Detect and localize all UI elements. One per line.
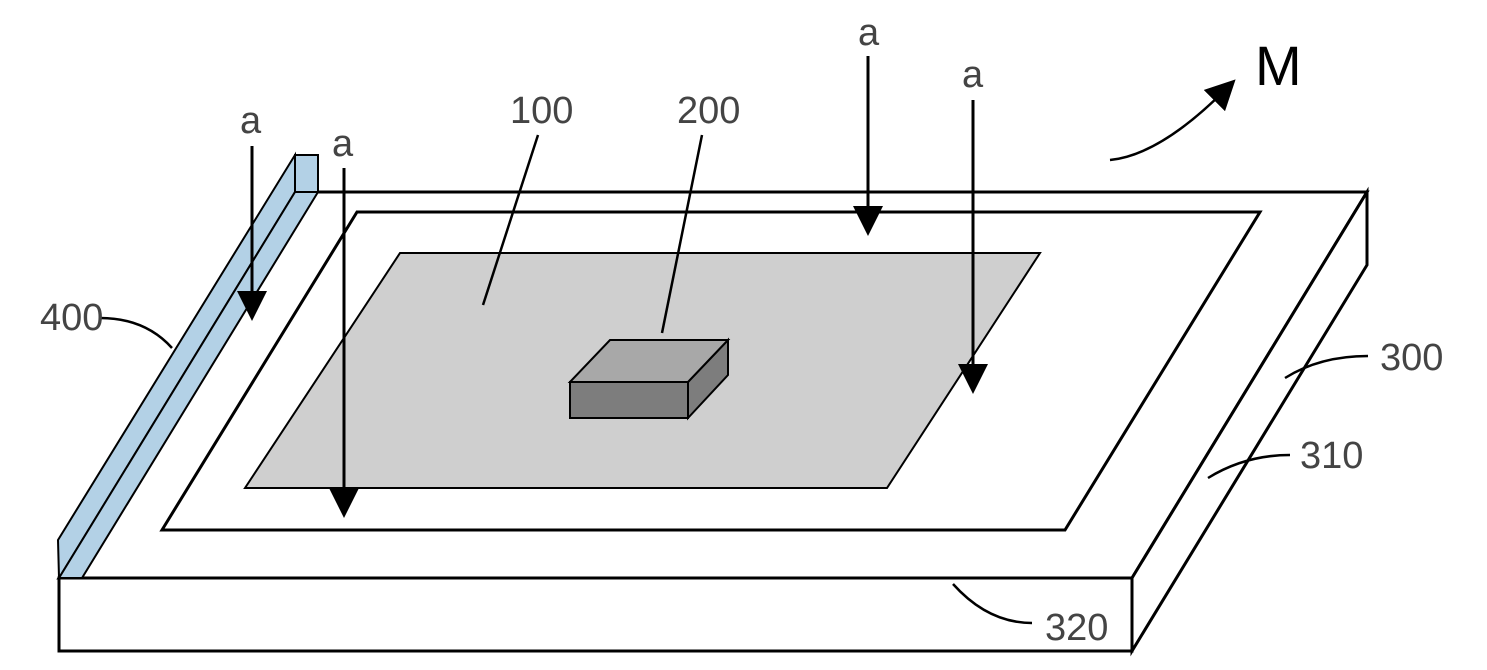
label-a3: a xyxy=(858,12,880,54)
label-400: 400 xyxy=(40,297,103,339)
label-a2: a xyxy=(332,123,354,165)
label-310: 310 xyxy=(1300,435,1363,477)
label-100: 100 xyxy=(510,90,573,132)
label-200: 200 xyxy=(677,90,740,132)
label-320: 320 xyxy=(1045,607,1108,649)
label-M: M xyxy=(1255,34,1302,97)
diagram-canvas: a a a a 100 200 400 300 310 320 M xyxy=(0,0,1487,670)
label-300: 300 xyxy=(1380,337,1443,379)
label-a1: a xyxy=(240,100,262,142)
label-a4: a xyxy=(962,54,984,96)
